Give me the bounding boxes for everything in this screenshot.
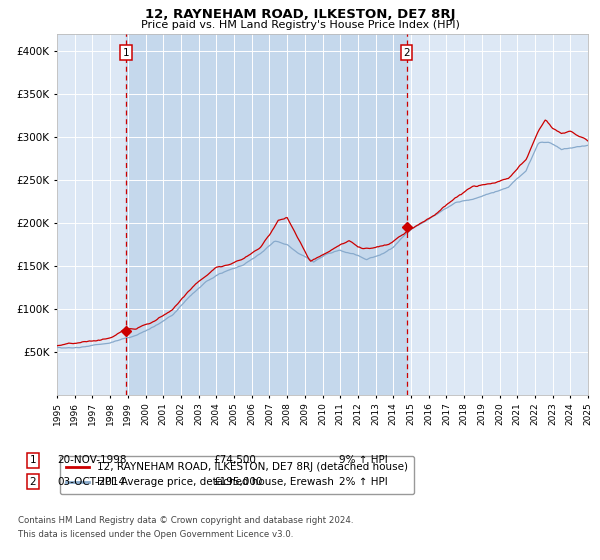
Text: 1: 1 xyxy=(122,48,129,58)
Text: Price paid vs. HM Land Registry's House Price Index (HPI): Price paid vs. HM Land Registry's House … xyxy=(140,20,460,30)
Text: This data is licensed under the Open Government Licence v3.0.: This data is licensed under the Open Gov… xyxy=(18,530,293,539)
Legend: 12, RAYNEHAM ROAD, ILKESTON, DE7 8RJ (detached house), HPI: Average price, detac: 12, RAYNEHAM ROAD, ILKESTON, DE7 8RJ (de… xyxy=(59,456,415,494)
Text: 2: 2 xyxy=(29,477,37,487)
Bar xyxy=(125,34,407,395)
Text: 03-OCT-2014: 03-OCT-2014 xyxy=(57,477,125,487)
Text: 9% ↑ HPI: 9% ↑ HPI xyxy=(339,455,388,465)
Text: £74,500: £74,500 xyxy=(213,455,256,465)
Text: £195,000: £195,000 xyxy=(213,477,262,487)
Text: 1: 1 xyxy=(29,455,37,465)
Text: 2: 2 xyxy=(403,48,410,58)
Text: 12, RAYNEHAM ROAD, ILKESTON, DE7 8RJ: 12, RAYNEHAM ROAD, ILKESTON, DE7 8RJ xyxy=(145,8,455,21)
Text: 2% ↑ HPI: 2% ↑ HPI xyxy=(339,477,388,487)
Text: 20-NOV-1998: 20-NOV-1998 xyxy=(57,455,127,465)
Text: Contains HM Land Registry data © Crown copyright and database right 2024.: Contains HM Land Registry data © Crown c… xyxy=(18,516,353,525)
